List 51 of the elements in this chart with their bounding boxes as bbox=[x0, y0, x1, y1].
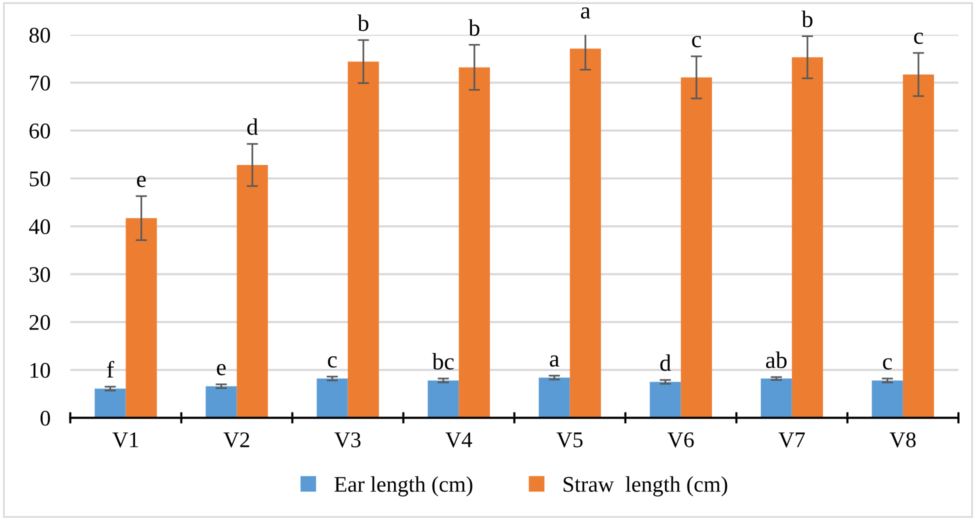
annotation: c bbox=[692, 36, 701, 48]
y-tick-label: 70 bbox=[30, 76, 50, 91]
y-tick-label: 80 bbox=[29, 28, 50, 43]
annotation: a bbox=[550, 355, 560, 367]
bar bbox=[428, 380, 459, 418]
annotation: f bbox=[107, 360, 114, 378]
bar bbox=[126, 218, 157, 418]
bar bbox=[792, 57, 823, 418]
bar bbox=[316, 378, 348, 418]
x-tick-label: V2 bbox=[223, 432, 250, 448]
y-tick-label: 0 bbox=[40, 410, 50, 426]
annotation: c bbox=[883, 358, 892, 370]
y-tick-label: 50 bbox=[30, 171, 50, 186]
bar bbox=[760, 378, 792, 418]
bar bbox=[538, 378, 570, 418]
bar bbox=[902, 74, 934, 418]
annotation: c bbox=[328, 356, 337, 368]
bar bbox=[206, 386, 237, 418]
x-tick-label: V3 bbox=[334, 432, 361, 448]
annotation: bc bbox=[432, 352, 454, 370]
legend-label: Straw length (cm) bbox=[564, 476, 728, 496]
annotation: a bbox=[580, 7, 590, 19]
x-tick-label: V8 bbox=[890, 432, 916, 448]
annotation: e bbox=[137, 176, 146, 188]
y-tick-label: 40 bbox=[29, 219, 50, 234]
bar bbox=[570, 48, 601, 418]
annotation: d bbox=[660, 354, 671, 372]
bar bbox=[650, 382, 681, 418]
bar bbox=[348, 62, 379, 418]
x-tick-label: V4 bbox=[446, 432, 472, 448]
bar bbox=[872, 380, 903, 418]
y-tick-label: 30 bbox=[30, 267, 50, 282]
annotation: b bbox=[357, 14, 368, 32]
annotation: b bbox=[802, 10, 812, 28]
bar bbox=[458, 67, 490, 418]
annotation: d bbox=[247, 118, 258, 135]
annotation: b bbox=[468, 19, 480, 36]
y-tick-label: 20 bbox=[30, 314, 50, 330]
x-tick-label: V5 bbox=[556, 432, 583, 448]
annotation: ab bbox=[766, 352, 787, 368]
bar bbox=[236, 165, 268, 418]
x-tick-label: V7 bbox=[778, 432, 805, 448]
bar bbox=[680, 77, 712, 418]
legend-label: Ear length (cm) bbox=[334, 476, 472, 496]
annotation: e bbox=[216, 364, 226, 376]
x-tick-label: V1 bbox=[112, 432, 138, 448]
annotation: c bbox=[914, 32, 923, 44]
y-tick-label: 10 bbox=[30, 362, 50, 378]
bar bbox=[94, 388, 126, 418]
y-tick-label: 60 bbox=[30, 123, 50, 138]
x-tick-label: V6 bbox=[668, 432, 694, 448]
